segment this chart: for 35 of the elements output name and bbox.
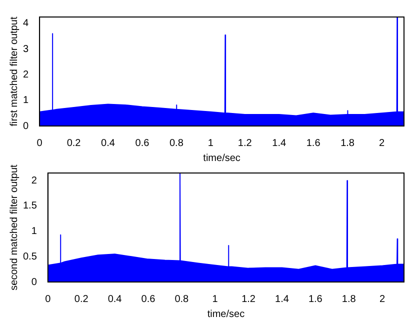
x-tick-label: 0.6 xyxy=(135,138,150,149)
x-tick-label: 1.2 xyxy=(242,294,256,305)
y-tick-label: 0 xyxy=(31,276,38,288)
y-tick-label: 1 xyxy=(31,226,38,238)
y-tick-label: 2 xyxy=(31,175,38,186)
x-tick-label: 1 xyxy=(212,294,218,305)
x-tick-label: 0.8 xyxy=(169,138,184,149)
x-tick-label: 0.2 xyxy=(66,138,82,149)
x-tick-label: 1.6 xyxy=(308,294,323,305)
x-tick-label: 0.2 xyxy=(74,294,89,305)
x-tick-label: 2 xyxy=(378,138,385,149)
x-tick-label: 2 xyxy=(379,294,386,305)
x-tick-label: 1 xyxy=(208,138,214,149)
y-tick-label: 0 xyxy=(23,120,29,132)
x-tick-label: 1.4 xyxy=(275,294,290,305)
y-tick-label: 1.5 xyxy=(22,200,38,212)
y-tick-label: 3 xyxy=(23,44,29,55)
y-axis-title: second matched filter output xyxy=(8,164,20,290)
x-tick-label: 0 xyxy=(45,294,52,305)
x-tick-label: 1.8 xyxy=(340,138,355,149)
x-tick-label: 0.6 xyxy=(141,294,156,305)
y-tick-label: 4 xyxy=(23,18,29,30)
y-tick-label: 1 xyxy=(23,95,29,106)
x-tick-label: 1.2 xyxy=(238,138,252,149)
y-axis-title: first matched filter output xyxy=(8,16,20,126)
x-tick-label: 1.8 xyxy=(342,294,356,305)
x-tick-label: 1.4 xyxy=(272,138,286,149)
x-tick-label: 0.4 xyxy=(108,294,122,305)
x-tick-label: 0.8 xyxy=(174,294,190,305)
x-tick-label: 0.4 xyxy=(101,138,116,149)
y-tick-label: 2 xyxy=(23,69,29,80)
x-tick-label: 1.6 xyxy=(306,138,321,149)
y-tick-label: 0.5 xyxy=(22,251,38,262)
x-axis-title: time/sec xyxy=(207,308,245,320)
x-axis-title: time/sec xyxy=(203,152,240,164)
